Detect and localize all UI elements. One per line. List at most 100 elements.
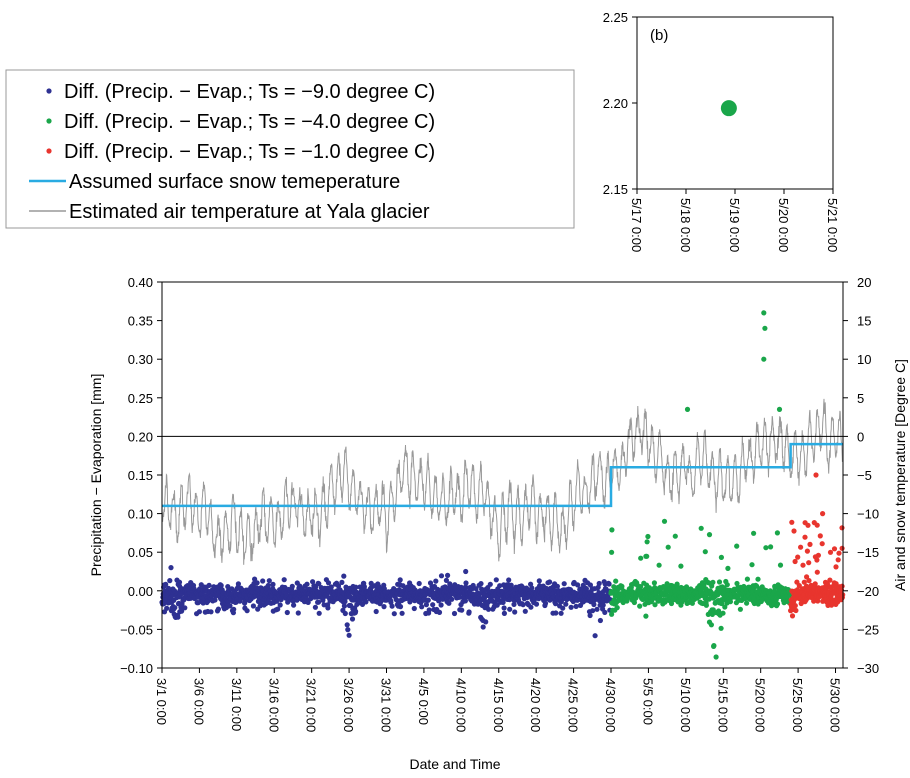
y-left-tick-label: 0.05 [128,545,153,560]
diff-point [815,598,821,604]
panel-b-xtick-label: 5/20 0:00 [776,198,791,252]
x-tick-label: 3/1 0:00 [154,678,169,725]
diff-point [212,597,218,603]
diff-point [252,576,258,582]
diff-point [478,581,484,587]
diff-point [473,586,479,592]
diff-point [703,577,709,583]
diff-point [804,574,810,580]
diff-point [560,605,566,611]
diff-point [774,530,781,536]
diff-point [182,605,188,611]
diff-point [533,601,540,607]
diff-point [619,583,625,590]
diff-point [814,569,820,575]
diff-peak-point [813,472,819,478]
diff-peak-point [168,565,174,571]
diff-point [768,544,774,550]
legend-label-4: Estimated air temperature at Yala glacie… [69,201,430,223]
y-left-tick-label: 0.25 [128,391,153,406]
legend-label-1: Diff. (Precip. − Evap.; Ts = −4.0 degree… [64,111,435,133]
diff-point [536,578,542,584]
diff-peak-point [761,356,767,362]
diff-point [644,553,650,559]
y-axis-left-label: Precipitation − Evaporation [mm] [88,374,104,577]
diff-point [335,583,342,589]
diff-point [734,580,740,587]
diff-point [812,581,818,587]
panel-b-ytick-label: 2.15 [603,182,628,197]
diff-point [323,577,329,583]
diff-point [289,583,295,590]
diff-point [480,624,486,630]
x-tick-label: 3/11 0:00 [229,678,244,731]
x-tick-label: 4/20 0:00 [528,678,543,732]
x-tick-label: 4/25 0:00 [566,678,581,732]
diff-point [500,599,506,606]
panel-b-xtick-label: 5/21 0:00 [825,198,840,252]
diff-point [346,632,352,638]
y-right-tick-label: −30 [857,661,879,676]
legend-label-2: Diff. (Precip. − Evap.; Ts = −1.0 degree… [64,141,435,163]
x-tick-label: 3/16 0:00 [266,678,281,732]
diff-point [777,562,784,568]
diff-point [215,606,221,612]
diff-point [561,581,567,587]
x-tick-label: 5/15 0:00 [715,678,730,732]
diff-point [411,605,417,612]
diff-point [661,518,668,524]
panel-b-label: (b) [650,27,668,44]
diff-point [497,583,503,589]
diff-point [231,606,237,612]
diff-point [341,573,347,579]
diff-point [353,584,359,590]
panel-b-point [720,100,737,117]
diff-point [839,525,845,531]
diff-point [582,577,588,584]
diff-point [575,582,581,588]
diff-point [701,582,707,588]
diff-point [345,627,351,633]
y-left-tick-label: 0.10 [128,507,153,522]
diff-point [501,605,507,611]
diff-point [254,580,260,586]
diff-point [507,606,513,612]
y-axis-right-label: Air and snow temperature [Degree C] [892,359,908,591]
diff-point [718,554,725,561]
diff-point [725,565,731,572]
diff-point [711,643,717,649]
x-tick-label: 5/10 0:00 [678,678,693,732]
diff-point [833,564,839,570]
diff-point [839,583,845,589]
panel-b-ytick-label: 2.25 [603,10,628,25]
diff-point [304,581,310,587]
diff-point [689,600,696,606]
diff-point [724,582,730,588]
diff-point [835,557,841,563]
x-tick-label: 4/30 0:00 [603,678,618,732]
diff-point [791,528,797,534]
diff-point [817,533,823,539]
x-tick-label: 3/26 0:00 [341,678,356,732]
diff-point [720,610,726,616]
diff-point [179,608,185,614]
diff-point [316,610,322,616]
diff-point [172,605,178,611]
legend-box [5,69,575,229]
y-right-tick-label: −10 [857,507,879,522]
diff-point [718,625,724,631]
diff-point [206,582,212,589]
y-left-tick-label: −0.05 [120,622,153,637]
diff-point [176,579,183,585]
diff-point [463,580,469,586]
diff-point [339,579,345,586]
diff-point [459,607,465,613]
diff-point [716,579,723,585]
diff-point [587,612,593,619]
diff-point [381,604,387,610]
diff-point [341,603,347,609]
diff-point [547,579,553,585]
diff-point [506,577,512,583]
diff-point [451,610,458,617]
